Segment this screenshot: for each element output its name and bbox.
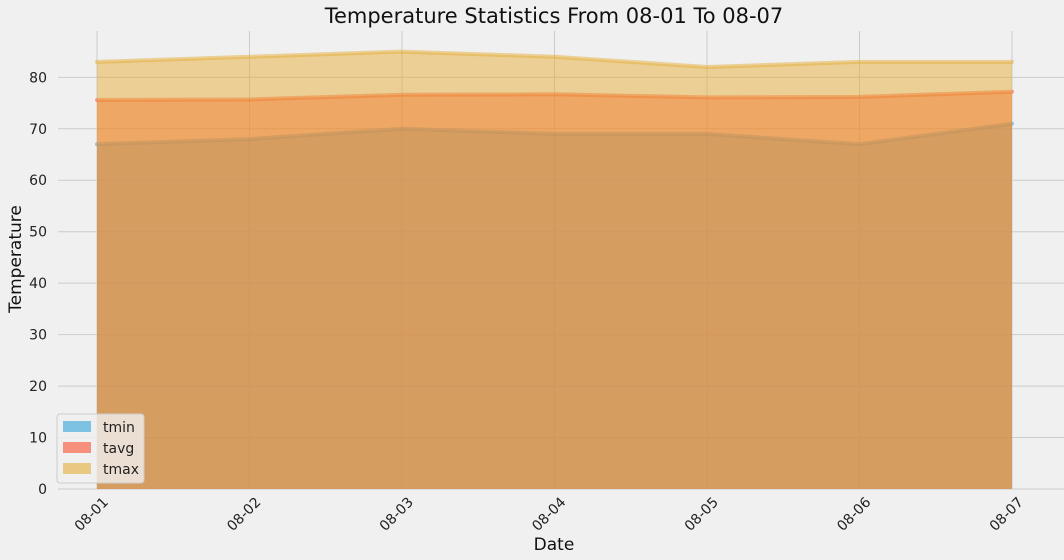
- x-axis-label: Date: [534, 535, 575, 555]
- legend: tmin tavg tmax: [56, 413, 145, 484]
- y-tick-label: 50: [29, 225, 47, 241]
- y-axis-label: Temperature: [6, 205, 26, 314]
- data-point-tmax-4: [707, 67, 708, 68]
- chart-title: Temperature Statistics From 08-01 To 08-…: [324, 4, 784, 28]
- data-point-tmax-3: [554, 56, 555, 57]
- y-tick-label: 10: [29, 431, 47, 447]
- legend-swatch-tmin: [63, 421, 91, 432]
- y-tick-label: 60: [29, 173, 47, 189]
- y-tick-label: 40: [29, 276, 47, 292]
- legend-swatch-tavg: [63, 442, 91, 453]
- y-tick-label: 70: [29, 122, 47, 138]
- data-point-tmax-0: [97, 61, 98, 62]
- series-layer: [95, 49, 1014, 490]
- legend-label-tmax: tmax: [103, 462, 139, 478]
- legend-swatch-tmax: [63, 463, 91, 474]
- y-tick-label: 30: [29, 328, 47, 344]
- area-tmax: [97, 51, 1012, 490]
- y-axis-ticks: 0 10 20 30 40 50 60 70 80: [29, 70, 47, 498]
- data-point-tmax-5: [859, 61, 860, 62]
- line-tmax: [95, 49, 1014, 70]
- data-point-tmax-2: [402, 51, 403, 52]
- legend-label-tmin: tmin: [103, 420, 135, 436]
- y-tick-label: 20: [29, 379, 47, 395]
- legend-label-tavg: tavg: [103, 441, 134, 457]
- y-tick-label: 0: [38, 482, 47, 498]
- data-point-tmax-6: [1012, 61, 1013, 62]
- y-tick-label: 80: [29, 70, 47, 86]
- data-point-tmax-1: [249, 56, 250, 57]
